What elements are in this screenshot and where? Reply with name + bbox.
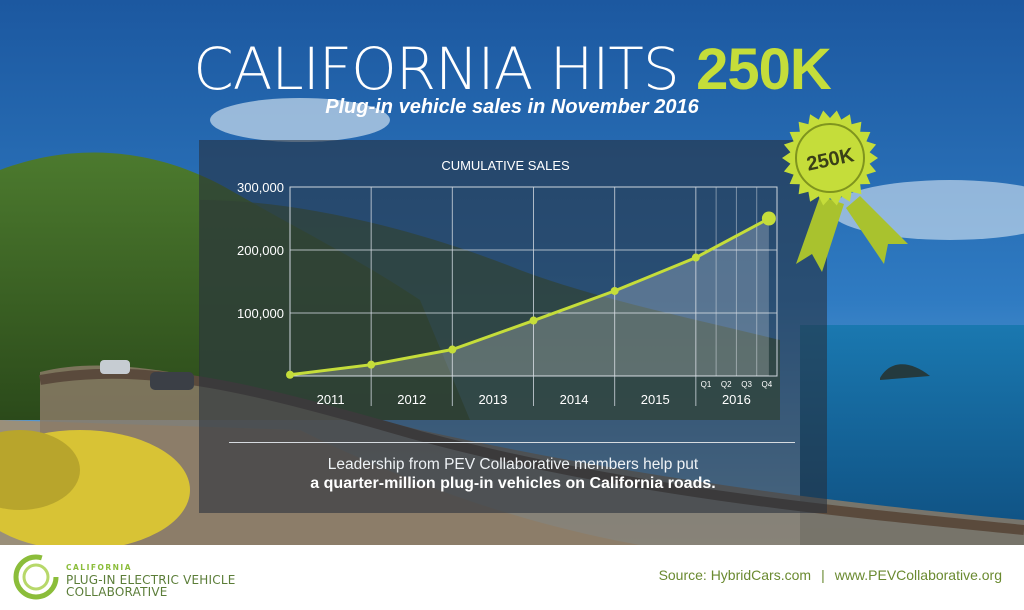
title-block: CALIFORNIA HITS 250K (0, 34, 1024, 105)
data-point (691, 253, 700, 262)
year-label: 2013 (478, 392, 507, 407)
pev-collaborative-logo-icon (13, 554, 59, 600)
data-point (367, 360, 376, 369)
250k-ribbon-badge: 250K (782, 110, 908, 272)
logo-line-3: COLLABORATIVE (66, 585, 168, 599)
year-label: 2014 (560, 392, 589, 407)
y-tick-label: 100,000 (237, 306, 284, 321)
title-main: CALIFORNIA HITS (193, 35, 697, 103)
y-tick-label: 300,000 (237, 180, 284, 195)
quarter-label: Q4 (762, 380, 773, 389)
year-label: 2015 (641, 392, 670, 407)
year-label: 2012 (397, 392, 426, 407)
logo-wordmark: CALIFORNIA PLUG-IN ELECTRIC VEHICLE COLL… (66, 562, 236, 598)
data-point (448, 345, 457, 354)
source-pevcollaborative: www.PEVCollaborative.org (834, 567, 1002, 583)
caption-line-2: a quarter-million plug-in vehicles on Ca… (310, 475, 716, 492)
year-label: 2011 (317, 392, 345, 407)
series-area (290, 218, 769, 376)
cumulative-sales-chart: CUMULATIVE SALES 300,000 200,000 100,000 201… (237, 158, 778, 407)
y-tick-label: 200,000 (237, 243, 284, 258)
logo-line-1: CALIFORNIA (66, 563, 133, 572)
page-title: CALIFORNIA HITS 250K (193, 35, 832, 103)
source-credits: Source: HybridCars.com | www.PEVCollaborat… (659, 567, 1002, 583)
title-accent: 250K (696, 37, 832, 102)
caption-divider (229, 442, 795, 443)
quarter-label: Q1 (701, 380, 712, 389)
page-subtitle: Plug-in vehicle sales in November 2016 (325, 96, 699, 118)
logo-line-2: PLUG-IN ELECTRIC VEHICLE (66, 573, 236, 587)
source-hybridcars: Source: HybridCars.com (658, 567, 812, 583)
data-point (529, 316, 538, 325)
caption-line-1: Leadership from PEV Collaborative member… (327, 456, 699, 473)
quarter-label: Q2 (721, 380, 732, 389)
year-label: 2016 (722, 392, 751, 407)
data-point (286, 370, 294, 379)
data-point-final (761, 211, 776, 226)
quarter-label: Q3 (741, 380, 752, 389)
source-separator: | (821, 567, 825, 583)
footer: CALIFORNIA PLUG-IN ELECTRIC VEHICLE COLL… (0, 545, 1024, 610)
chart-title: CUMULATIVE SALES (441, 158, 570, 173)
data-point (610, 286, 619, 295)
